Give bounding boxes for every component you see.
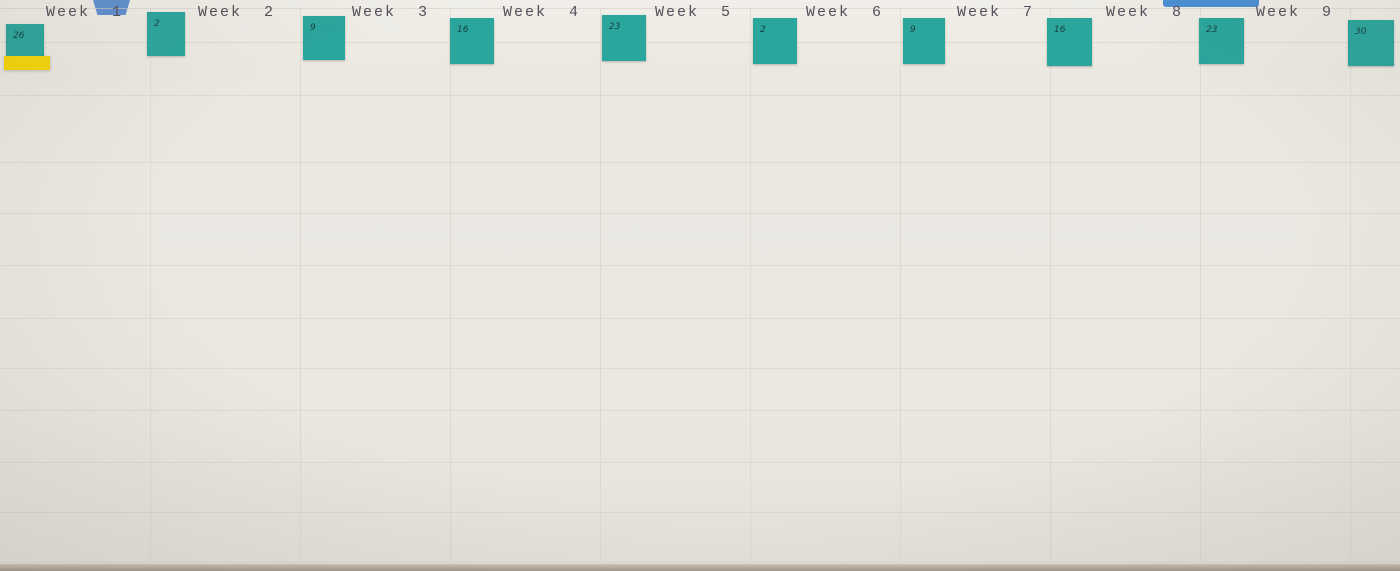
- grid-line: [0, 410, 1400, 411]
- week-label: Week 2: [198, 4, 276, 21]
- sticky-note: [4, 56, 50, 70]
- grid-line: [150, 8, 151, 561]
- date-tab: 16: [1047, 18, 1092, 66]
- grid-line: [0, 213, 1400, 214]
- week-label: Week 1: [46, 4, 124, 21]
- grid-line: [0, 42, 1400, 43]
- table-edge: [0, 564, 1400, 571]
- grid-line: [0, 462, 1400, 463]
- week-label: Week 3: [352, 4, 430, 21]
- grid-line: [600, 8, 601, 561]
- date-tab: 26: [6, 24, 44, 62]
- grid-line: [900, 8, 901, 561]
- date-tab: 9: [303, 16, 345, 60]
- grid-line: [0, 512, 1400, 513]
- week-label: Week 4: [503, 4, 581, 21]
- grid-line: [300, 8, 301, 561]
- grid-line: [750, 8, 751, 561]
- blue-bar-marker: [1163, 0, 1259, 7]
- week-label: Week 5: [655, 4, 733, 21]
- grid-line: [0, 162, 1400, 163]
- grid-line: [0, 95, 1400, 96]
- grid-line: [450, 8, 451, 561]
- date-tab: 30: [1348, 20, 1394, 66]
- week-label: Week 7: [957, 4, 1035, 21]
- week-label: Week 8: [1106, 4, 1184, 21]
- date-tab: 9: [903, 18, 945, 64]
- date-tab: 2: [753, 18, 797, 64]
- grid-line: [0, 318, 1400, 319]
- grid-line: [0, 8, 1400, 9]
- week-label: Week 9: [1256, 4, 1334, 21]
- grid-line: [0, 265, 1400, 266]
- date-tab: 23: [1199, 18, 1244, 64]
- date-tab: 23: [602, 15, 646, 61]
- grid-line: [0, 368, 1400, 369]
- date-tab: 16: [450, 18, 494, 64]
- grid-line: [1050, 8, 1051, 561]
- blue-pentagon-marker: [93, 0, 130, 15]
- grid-line: [0, 562, 1400, 563]
- grid-line: [1350, 8, 1351, 561]
- grid-line: [1200, 8, 1201, 561]
- week-label: Week 6: [806, 4, 884, 21]
- date-tab: 2: [147, 12, 185, 56]
